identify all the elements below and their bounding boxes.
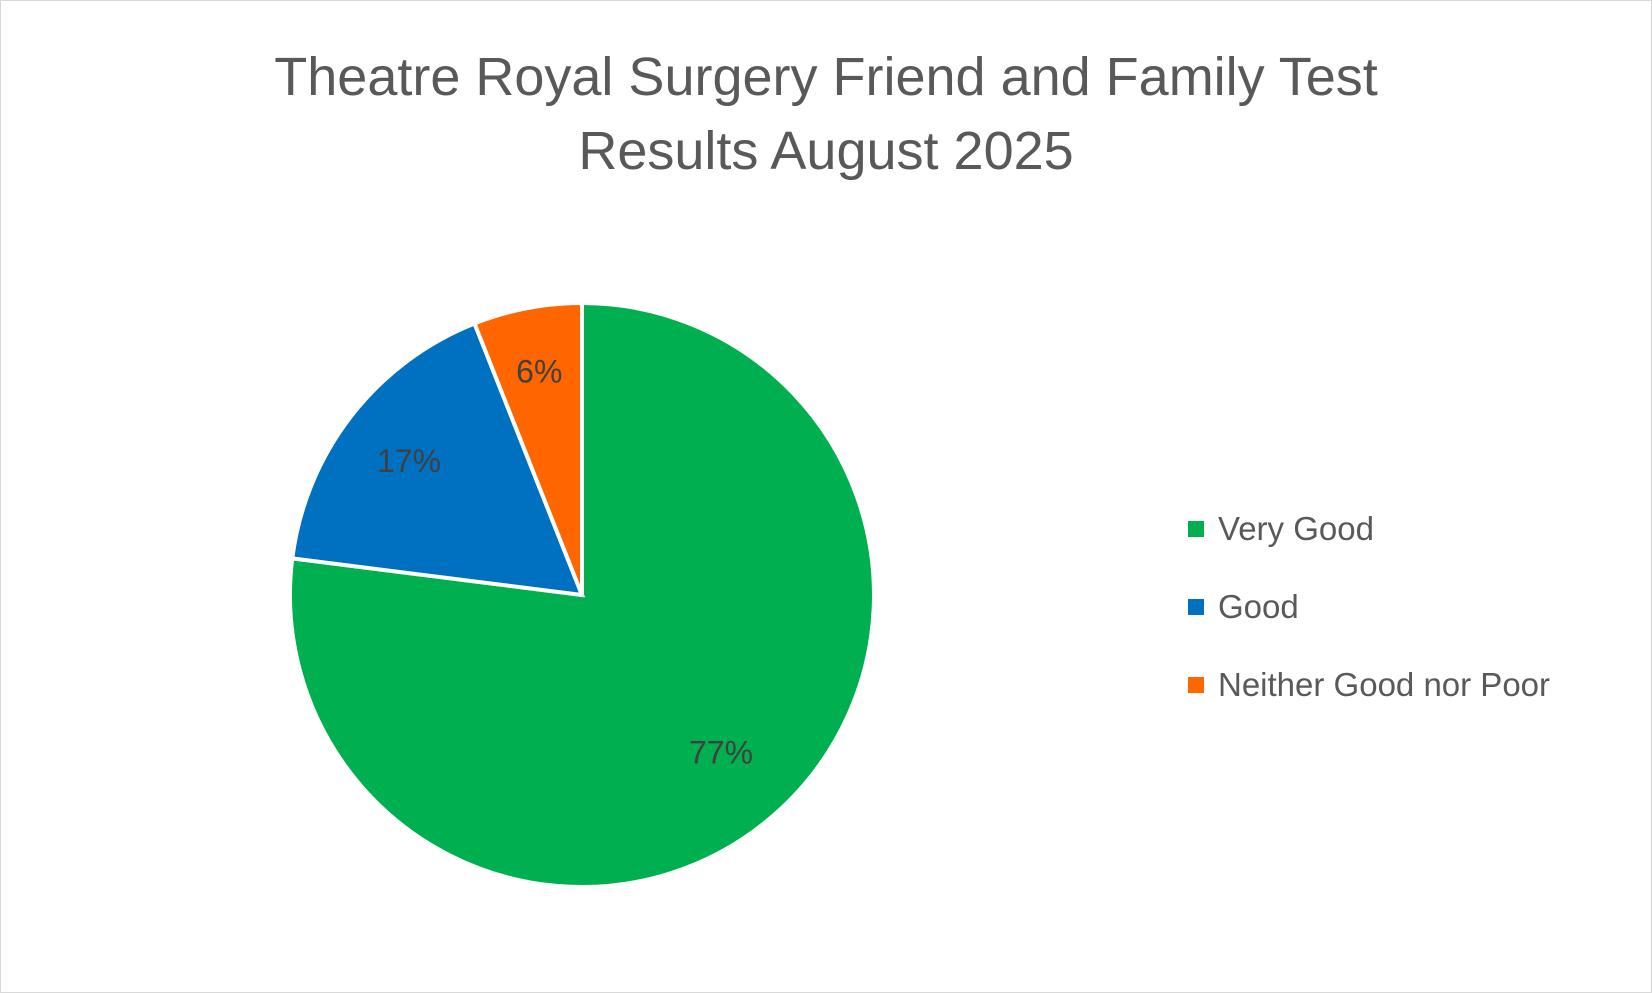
pie-slices	[288, 300, 876, 889]
legend: Very Good Good Neither Good nor Poor	[1188, 490, 1550, 724]
legend-swatch-neither-good-nor-poor	[1188, 677, 1204, 693]
legend-swatch-good	[1188, 599, 1204, 615]
pie-slice-neither-good-nor-poor	[471, 300, 584, 596]
data-label-neither-good-nor-poor: 6%	[516, 353, 562, 389]
data-label-good: 17%	[377, 443, 441, 479]
legend-label-very-good: Very Good	[1218, 510, 1374, 547]
legend-swatch-very-good	[1188, 521, 1204, 537]
pie-data-labels: 77% 17% 6%	[377, 353, 753, 770]
chart-title-line-2: Results August 2025	[578, 121, 1074, 181]
pie-slice-good	[290, 320, 586, 598]
data-label-very-good: 77%	[689, 735, 753, 771]
chart-title-line-1: Theatre Royal Surgery Friend and Family …	[274, 47, 1378, 107]
legend-label-good: Good	[1218, 588, 1299, 625]
legend-label-neither-good-nor-poor: Neither Good nor Poor	[1218, 666, 1551, 703]
chart-title: Theatre Royal Surgery Friend and Family …	[0, 40, 1652, 188]
legend-item-good: Good	[1188, 568, 1550, 646]
legend-item-neither-good-nor-poor: Neither Good nor Poor	[1188, 646, 1550, 724]
legend-item-very-good: Very Good	[1188, 490, 1550, 568]
